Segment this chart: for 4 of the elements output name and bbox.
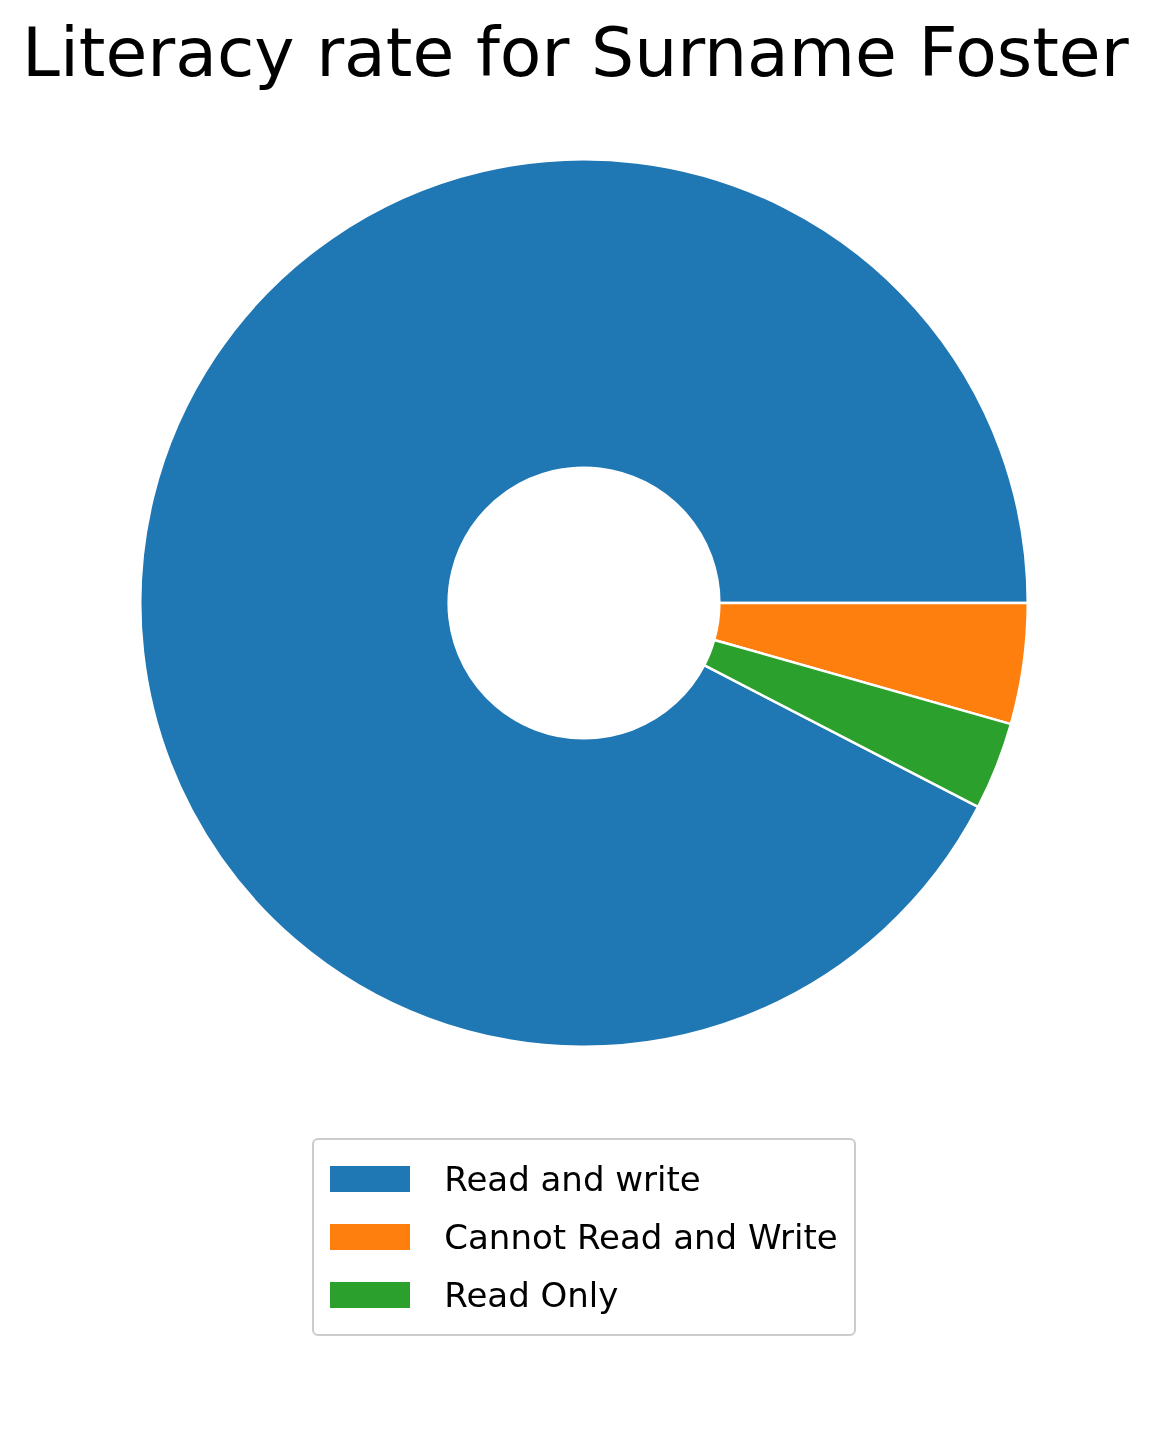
chart-title: Literacy rate for Surname Foster bbox=[21, 12, 1130, 94]
legend-label: Read Only bbox=[444, 1275, 619, 1315]
legend-label: Read and write bbox=[444, 1159, 701, 1199]
legend-label: Cannot Read and Write bbox=[444, 1217, 838, 1257]
